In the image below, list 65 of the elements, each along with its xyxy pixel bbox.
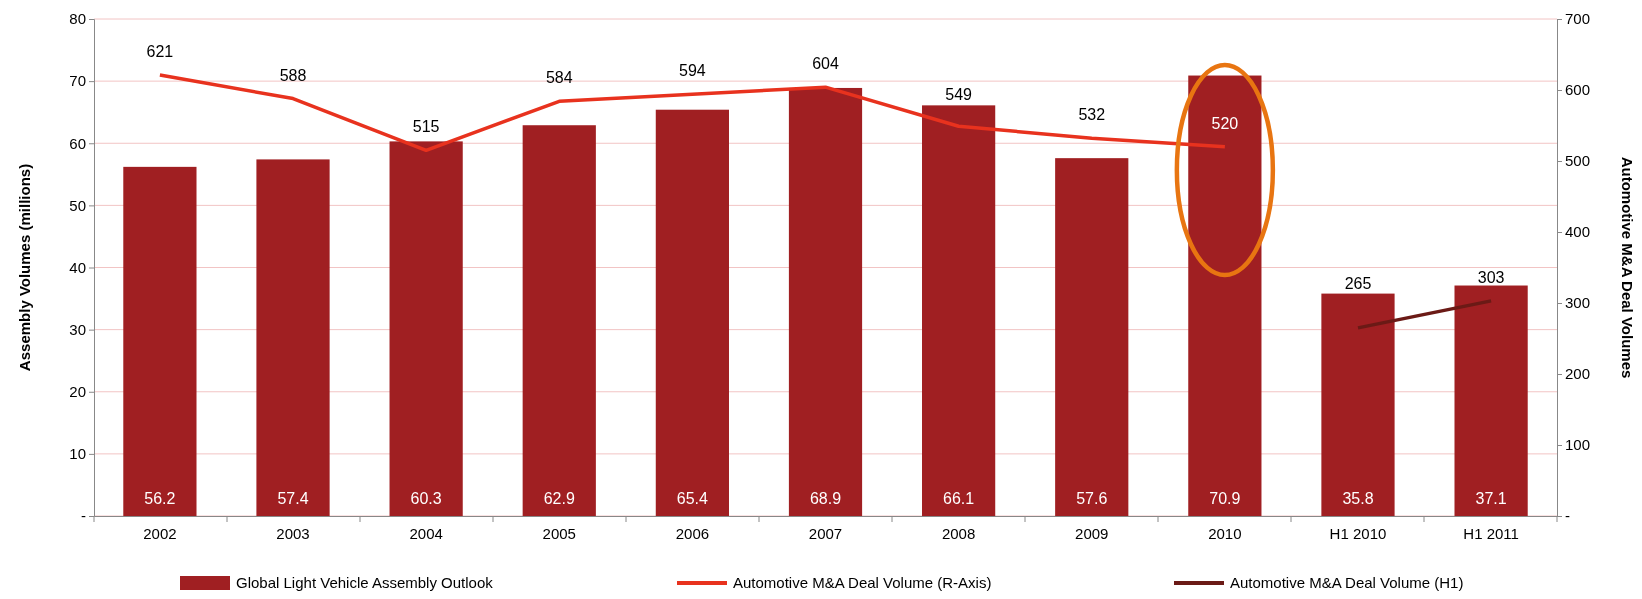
data-label: 35.8 bbox=[1342, 490, 1374, 507]
x-tick-label: H1 2011 bbox=[1463, 524, 1519, 542]
data-label: 520 bbox=[1211, 114, 1239, 132]
data-label: 37.1 bbox=[1475, 490, 1507, 507]
data-label: 532 bbox=[1078, 106, 1106, 124]
x-tick-label: 2009 bbox=[1075, 524, 1109, 542]
y2-tick-label: - bbox=[1565, 507, 1570, 525]
bar bbox=[1055, 158, 1129, 516]
legend-label: Automotive M&A Deal Volume (H1) bbox=[1230, 574, 1464, 591]
data-label: 594 bbox=[679, 62, 706, 80]
y2-tick-label: 100 bbox=[1565, 436, 1591, 454]
bar bbox=[1454, 285, 1528, 516]
x-tick-label: 2010 bbox=[1208, 524, 1242, 542]
data-label: 621 bbox=[146, 43, 174, 61]
data-label: 68.9 bbox=[809, 490, 842, 507]
y-tick-label: 50 bbox=[69, 196, 86, 214]
x-tick-label: H1 2010 bbox=[1329, 524, 1387, 542]
data-label: 57.6 bbox=[1076, 490, 1108, 507]
x-tick-label: 2002 bbox=[143, 524, 177, 542]
data-label: 66.1 bbox=[943, 490, 975, 507]
y2-axis-title: Automotive M&A Deal Volumes bbox=[1619, 156, 1636, 379]
data-label: 515 bbox=[412, 118, 440, 136]
y-tick-label: 80 bbox=[69, 10, 86, 28]
y2-tick-label: 700 bbox=[1565, 10, 1591, 28]
bar bbox=[788, 87, 863, 516]
y2-tick-label: 600 bbox=[1565, 81, 1591, 99]
bar bbox=[522, 125, 596, 516]
x-tick-label: 2004 bbox=[409, 524, 443, 542]
bar bbox=[922, 105, 996, 516]
x-tick-label: 2007 bbox=[808, 524, 843, 542]
y2-tick-label: 400 bbox=[1565, 223, 1591, 241]
y2-tick-label: 200 bbox=[1565, 365, 1591, 383]
y-tick-label: 40 bbox=[69, 258, 86, 276]
y2-tick-label: 300 bbox=[1565, 294, 1591, 312]
x-tick-label: 2005 bbox=[542, 524, 576, 542]
y2-tick-label: 500 bbox=[1565, 152, 1591, 170]
legend-label: Global Light Vehicle Assembly Outlook bbox=[236, 574, 494, 591]
x-tick-label: 2008 bbox=[941, 524, 976, 542]
data-label: 604 bbox=[812, 55, 839, 73]
data-label: 57.4 bbox=[277, 490, 309, 507]
bar bbox=[1321, 293, 1395, 516]
y-tick-label: 30 bbox=[69, 320, 86, 338]
y-tick-label: 60 bbox=[69, 134, 86, 152]
data-label: 62.9 bbox=[543, 490, 575, 507]
x-tick-label: 2003 bbox=[276, 524, 310, 542]
data-label: 265 bbox=[1344, 274, 1372, 292]
data-label: 549 bbox=[945, 86, 973, 104]
bar bbox=[655, 109, 729, 516]
data-label: 588 bbox=[279, 66, 307, 84]
data-label: 56.2 bbox=[144, 490, 176, 507]
y-tick-label: 20 bbox=[69, 383, 86, 401]
legend-label: Automotive M&A Deal Volume (R-Axis) bbox=[733, 574, 992, 591]
data-label: 65.4 bbox=[676, 490, 709, 507]
data-label: 584 bbox=[545, 69, 573, 87]
x-tick-label: 2006 bbox=[675, 524, 710, 542]
data-label: 303 bbox=[1477, 268, 1505, 286]
data-label: 60.3 bbox=[410, 490, 442, 507]
y-tick-label: 10 bbox=[69, 445, 86, 463]
y-tick-label: - bbox=[81, 507, 86, 525]
bar bbox=[123, 166, 197, 516]
data-label: 70.9 bbox=[1209, 490, 1241, 507]
y-axis-title: Assembly Volumes (millions) bbox=[16, 163, 33, 372]
bar bbox=[389, 141, 463, 516]
y-tick-label: 70 bbox=[69, 72, 86, 90]
bar bbox=[256, 159, 330, 516]
